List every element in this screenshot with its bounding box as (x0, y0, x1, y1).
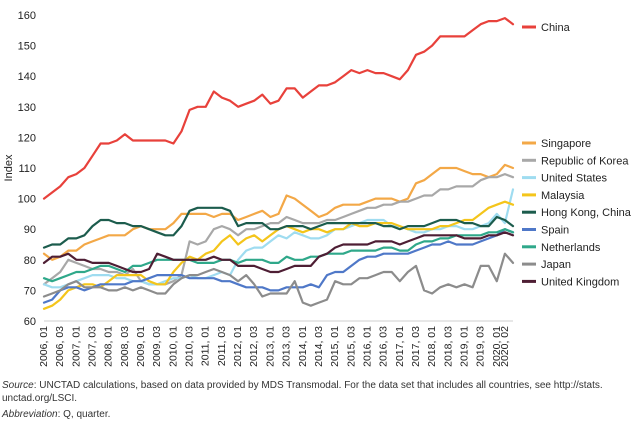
x-tick-label: 2013, 01 (264, 326, 276, 367)
y-tick-label: 100 (18, 194, 36, 206)
y-tick-label: 140 (18, 71, 36, 83)
x-tick-label: 2012, 03 (248, 326, 260, 367)
x-tick-label: 2009, 03 (151, 326, 163, 367)
legend: China Singapore Republic of Korea United St… (522, 22, 632, 288)
x-tick-label: 2015, 03 (345, 326, 357, 367)
series-line-united-kingdom (42, 231, 515, 274)
y-tick-label: 150 (18, 41, 36, 53)
series-line-spain (42, 228, 515, 304)
y-tick-label: 160 (18, 10, 36, 22)
y-tick-label: 110 (18, 163, 36, 175)
y-tick-label: 70 (24, 285, 36, 297)
series-lines (42, 17, 515, 310)
legend-label: Malaysia (541, 190, 585, 202)
series-line-japan (42, 252, 515, 307)
legend-label: Japan (541, 259, 571, 271)
x-axis: 2006, 01 2006, 03 2007, 01 2007, 03 2008, 01… (38, 320, 513, 367)
legend-item-japan: Japan (522, 259, 571, 271)
x-tick-label: 2007, 03 (87, 326, 99, 367)
legend-item-china: China (522, 22, 571, 34)
x-tick-label: 2020, 02 (499, 326, 511, 367)
x-tick-label: 2019, 03 (475, 326, 487, 367)
y-axis: 60 70 80 90 100 110 120 130 140 150 160 (18, 10, 36, 328)
source-text: : UNCTAD calculations, based on data pro… (2, 380, 603, 404)
legend-item-malaysia: Malaysia (522, 190, 585, 202)
x-tick-label: 2017, 03 (410, 326, 422, 367)
legend-item-singapore: Singapore (522, 138, 591, 150)
legend-item-spain: Spain (522, 225, 569, 237)
y-tick-label: 80 (24, 255, 36, 267)
abbreviation-note: Abbreviation: Q, quarter. (2, 408, 630, 421)
x-tick-label: 2011, 03 (216, 326, 228, 366)
x-tick-label: 2008, 03 (119, 326, 131, 367)
series-line-netherlands (42, 228, 515, 283)
x-tick-label: 2016, 03 (378, 326, 390, 367)
legend-item-united-states: United States (522, 173, 608, 185)
x-tick-label: 2014, 03 (313, 326, 325, 367)
y-tick-label: 130 (18, 102, 36, 114)
x-tick-label: 2007, 01 (70, 326, 82, 367)
y-tick-label: 90 (24, 224, 36, 236)
x-tick-label: 2010, 01 (167, 326, 179, 367)
x-tick-label: 2020, 01 (491, 326, 503, 367)
x-tick-label: 2013, 03 (281, 326, 293, 367)
source-label: Source (2, 380, 34, 391)
x-tick-label: 2012, 01 (232, 326, 244, 367)
abbreviation-text: : Q, quarter. (57, 409, 111, 420)
x-tick-label: 2009, 01 (135, 326, 147, 367)
y-axis-title: Index (3, 154, 15, 181)
series-line-hong-kong-china (42, 206, 515, 249)
legend-label: Netherlands (541, 242, 601, 254)
y-tick-label: 60 (24, 316, 36, 328)
source-note: Source: UNCTAD calculations, based on da… (2, 379, 630, 405)
series-line-china (42, 17, 515, 200)
x-tick-label: 2006, 03 (54, 326, 66, 367)
legend-label: United States (541, 173, 608, 185)
legend-item-republic-of-korea: Republic of Korea (522, 155, 629, 167)
x-tick-label: 2006, 01 (38, 326, 50, 367)
legend-item-united-kingdom: United Kingdom (522, 276, 619, 288)
legend-item-netherlands: Netherlands (522, 242, 601, 254)
x-tick-label: 2019, 01 (458, 326, 470, 367)
legend-label: Hong Kong, China (541, 207, 632, 219)
x-tick-label: 2018, 01 (426, 326, 438, 367)
x-tick-label: 2008, 01 (103, 326, 115, 367)
legend-item-hong-kong-china: Hong Kong, China (522, 207, 632, 219)
x-tick-label: 2018, 03 (442, 326, 454, 367)
legend-label: United Kingdom (541, 276, 619, 288)
legend-label: Spain (541, 225, 569, 237)
x-tick-label: 2011, 01 (200, 326, 212, 366)
y-tick-label: 120 (18, 132, 36, 144)
x-tick-label: 2017, 01 (394, 326, 406, 367)
abbreviation-label: Abbreviation (2, 409, 58, 420)
x-tick-label: 2010, 03 (184, 326, 196, 367)
x-tick-label: 2015, 01 (329, 326, 341, 367)
legend-label: Republic of Korea (541, 155, 629, 167)
series-line-singapore (42, 163, 515, 261)
x-tick-label: 2014, 01 (297, 326, 309, 367)
x-tick-label: 2016, 01 (361, 326, 373, 367)
legend-label: Singapore (541, 138, 591, 150)
legend-label: China (541, 22, 571, 34)
